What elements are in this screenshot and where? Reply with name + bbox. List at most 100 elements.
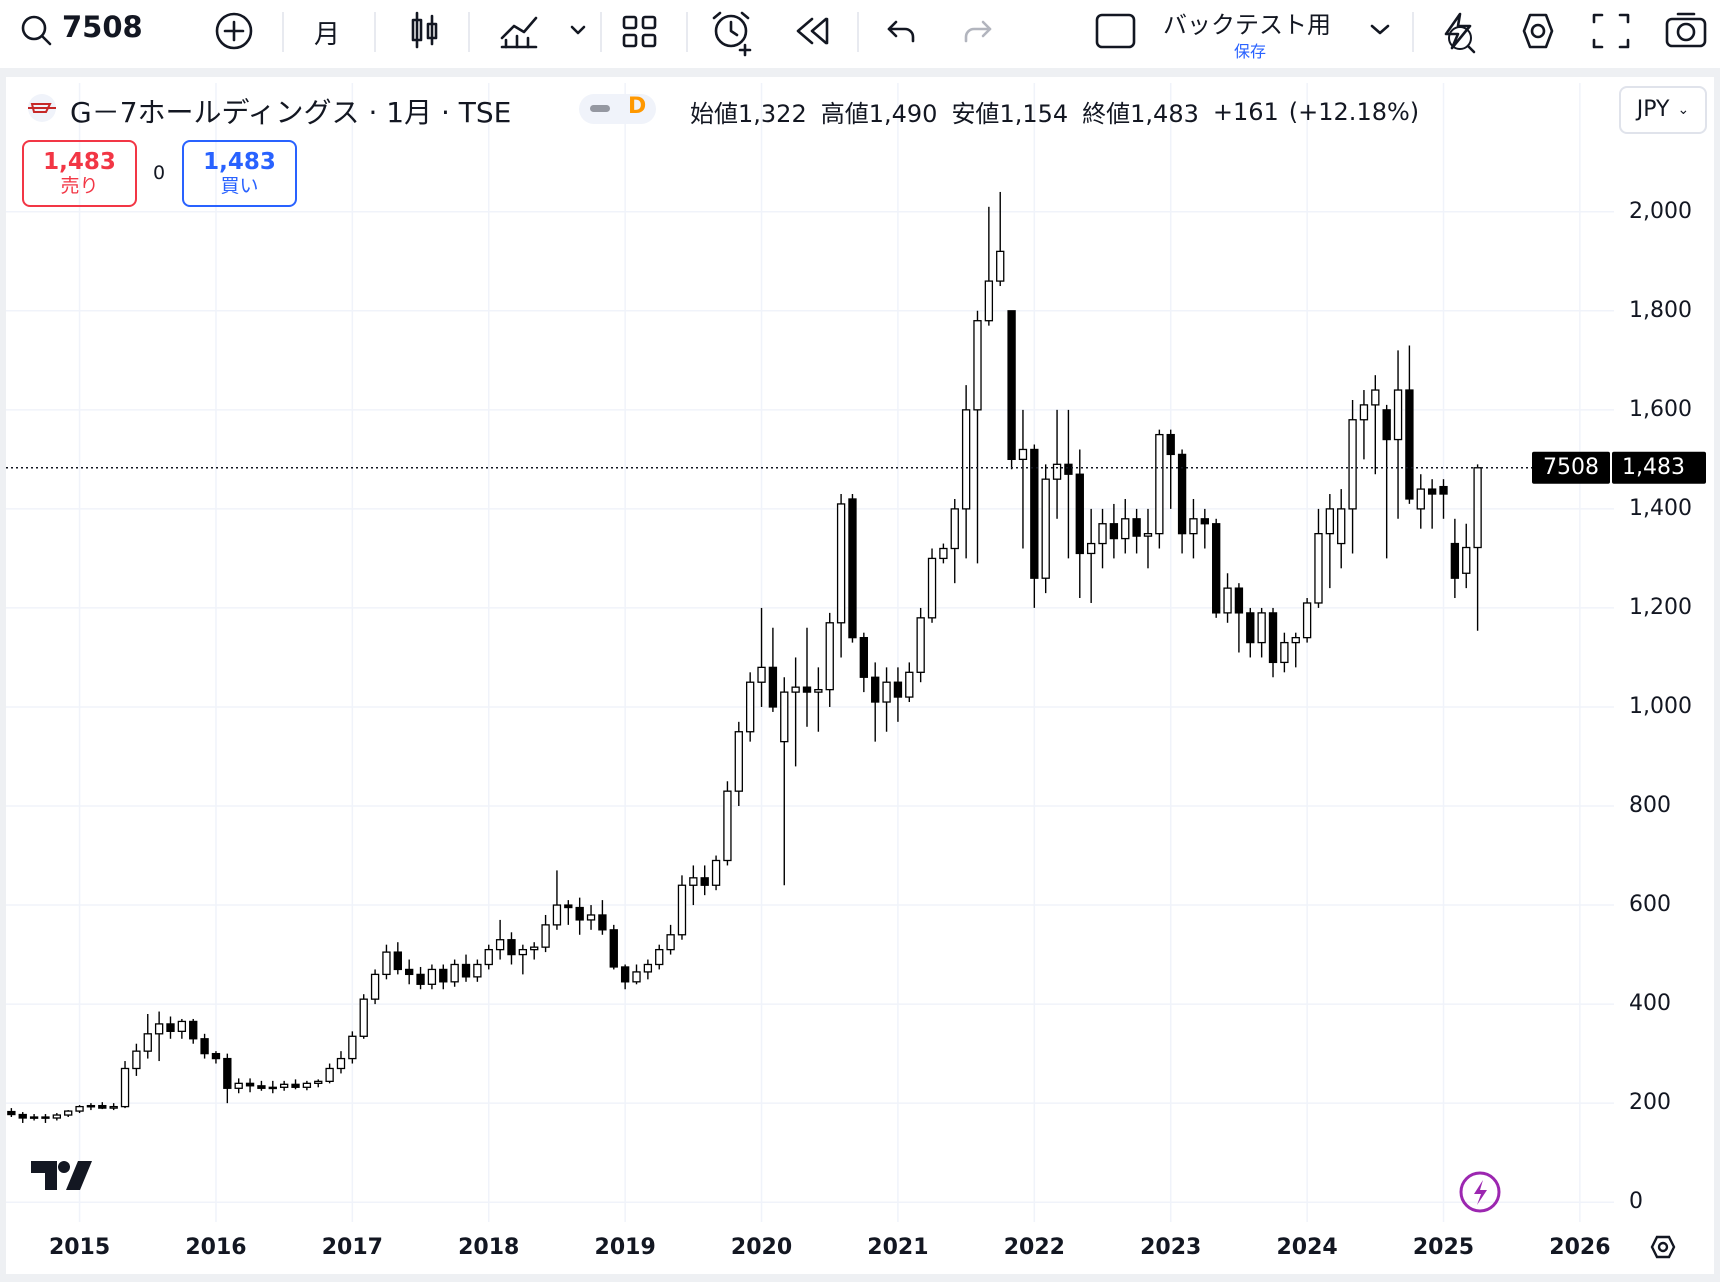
save-status[interactable]: 保存 — [1234, 42, 1267, 61]
candle-body — [245, 1082, 255, 1087]
price-tag-bg — [1612, 451, 1706, 484]
candle-body — [484, 948, 493, 966]
candle-body — [620, 966, 630, 983]
x-tick-label: 2015 — [49, 1235, 110, 1260]
quick-action-button[interactable] — [1459, 1171, 1501, 1213]
candle-body — [1257, 612, 1266, 644]
candle-body — [700, 877, 709, 886]
indicators-button[interactable] — [500, 16, 586, 49]
candle-body — [279, 1083, 289, 1088]
price-tag: 1,483 — [1622, 455, 1685, 480]
symbol-title: G－7ホールディングス · 1月 · TSE — [70, 96, 512, 129]
axis-settings-button[interactable] — [1650, 1235, 1676, 1259]
candle-body — [1462, 546, 1471, 574]
ohlc-label: 始値 — [690, 100, 738, 128]
x-tick-label: 2026 — [1549, 1235, 1610, 1260]
quick-trade-button[interactable] — [1444, 12, 1476, 54]
candle-body — [632, 971, 641, 983]
candle-body — [1393, 389, 1403, 441]
candle-body — [52, 1114, 62, 1119]
candle-body — [973, 320, 982, 411]
symbol-search[interactable]: 7508 — [62, 10, 143, 44]
search-icon[interactable] — [21, 15, 47, 41]
status-badge[interactable] — [579, 94, 656, 124]
undo-button[interactable] — [887, 20, 915, 43]
candle-body — [836, 503, 846, 624]
candle-body — [1268, 612, 1278, 664]
candle-body — [1155, 433, 1164, 535]
plot-area — [6, 83, 1614, 1222]
layout-name[interactable]: バックテスト用 — [1163, 11, 1331, 39]
interval-button[interactable]: 月 — [314, 20, 341, 50]
candle-body — [564, 904, 573, 909]
candle-body — [1166, 433, 1175, 456]
y-tick-label: 1,200 — [1629, 595, 1692, 620]
buy-button[interactable]: 1,483 買い — [182, 140, 297, 207]
candle-body — [1121, 518, 1130, 540]
candle-body — [552, 904, 562, 926]
candle-body — [1337, 508, 1346, 545]
currency: JPY — [1636, 97, 1670, 123]
candle-body — [1052, 463, 1062, 480]
candle-body — [1064, 463, 1073, 475]
separator — [0, 1274, 1720, 1282]
candle-body — [905, 671, 914, 698]
replay-button[interactable] — [796, 17, 829, 45]
candle-body — [1018, 448, 1028, 461]
x-tick-label: 2016 — [185, 1235, 246, 1260]
checkbox[interactable] — [1095, 13, 1136, 49]
candle-body — [314, 1080, 323, 1084]
layout-button[interactable] — [622, 15, 657, 48]
x-tick-label: 2021 — [867, 1235, 928, 1260]
candle-body — [1098, 523, 1107, 545]
candle-body — [518, 948, 528, 956]
chart-type-button[interactable] — [411, 11, 438, 49]
fullscreen-button[interactable] — [1592, 13, 1630, 49]
y-tick-label: 800 — [1629, 793, 1671, 818]
candle-body — [893, 681, 903, 698]
candle-body — [768, 666, 778, 708]
symbol-tag-bg — [1532, 451, 1610, 484]
ohlc-label: 終値 — [1082, 100, 1131, 128]
alert-button[interactable] — [712, 11, 752, 57]
candle-body — [495, 939, 505, 951]
y-tick-label: 2,000 — [1629, 199, 1692, 224]
buy-label: 買い — [220, 174, 259, 197]
sell-button[interactable]: 1,483 売り — [22, 140, 137, 207]
candle-body — [643, 963, 653, 973]
candle-body — [655, 948, 664, 966]
candle-body — [1382, 409, 1391, 441]
candle-body — [825, 622, 834, 691]
screenshot-button[interactable] — [1665, 12, 1707, 48]
ohlc-value: 1,490 — [868, 100, 938, 128]
add-symbol-button[interactable] — [215, 12, 253, 50]
candle-body — [1189, 518, 1198, 535]
candle-body — [530, 946, 539, 951]
x-tick-label: 2023 — [1140, 1235, 1201, 1260]
candle-body — [41, 1116, 50, 1119]
candle-body — [427, 968, 437, 985]
candle-body — [984, 280, 994, 322]
y-tick-label: 200 — [1629, 1090, 1671, 1115]
candle-body — [734, 731, 743, 792]
redo-button[interactable] — [964, 20, 992, 43]
change-percent: (+12.18%) — [1288, 97, 1420, 126]
candle-body — [848, 498, 857, 639]
candle-body — [961, 409, 971, 510]
candle-body — [1291, 636, 1300, 644]
candle-body — [7, 1110, 16, 1116]
y-tick-label: 400 — [1629, 991, 1671, 1016]
search-icon — [40, 34, 52, 46]
candle-body — [950, 508, 959, 550]
icon — [590, 105, 610, 112]
candle-body — [177, 1020, 187, 1032]
y-tick-label: 1,400 — [1629, 496, 1692, 521]
candle-body — [1314, 532, 1323, 604]
settings-button[interactable] — [1522, 13, 1554, 49]
candle-body — [211, 1052, 221, 1060]
currency-button[interactable]: JPY ⌄ — [1619, 86, 1707, 134]
candle-body — [1007, 310, 1016, 461]
dropdown-arrow[interactable] — [1370, 24, 1390, 35]
